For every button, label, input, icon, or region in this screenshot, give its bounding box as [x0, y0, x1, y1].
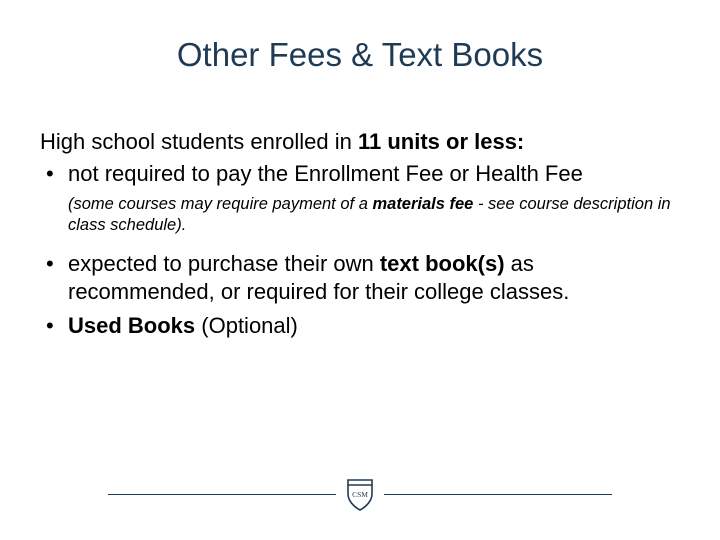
intro-prefix: High school students enrolled in	[40, 129, 358, 154]
footer: CSM	[0, 478, 720, 514]
bullet-2-bold: text book(s)	[380, 251, 505, 276]
slide: Other Fees & Text Books High school stud…	[0, 0, 720, 540]
bullet-list-1: not required to pay the Enrollment Fee o…	[40, 160, 680, 188]
footer-rule-left	[108, 494, 336, 495]
bullet-1-text: not required to pay the Enrollment Fee o…	[68, 161, 583, 186]
intro-bold: 11 units or less:	[358, 129, 524, 154]
note-bold: materials fee	[372, 195, 473, 213]
bullet-2-prefix: expected to purchase their own	[68, 251, 380, 276]
slide-body: High school students enrolled in 11 unit…	[40, 128, 680, 346]
note-prefix: (some courses may require payment of a	[68, 195, 372, 213]
slide-title: Other Fees & Text Books	[0, 36, 720, 74]
bullet-item-2: expected to purchase their own text book…	[40, 250, 680, 306]
bullet-3-bold: Used Books	[68, 313, 195, 338]
bullet-item-3: Used Books (Optional)	[40, 312, 680, 340]
bullet-item-1: not required to pay the Enrollment Fee o…	[40, 160, 680, 188]
note-line: (some courses may require payment of a m…	[68, 194, 680, 235]
intro-line: High school students enrolled in 11 unit…	[40, 128, 680, 156]
footer-rule-right	[384, 494, 612, 495]
logo-text: CSM	[352, 490, 368, 499]
bullet-3-suffix: (Optional)	[195, 313, 298, 338]
bullet-list-2: expected to purchase their own text book…	[40, 250, 680, 340]
logo-shield-icon: CSM	[346, 478, 374, 512]
